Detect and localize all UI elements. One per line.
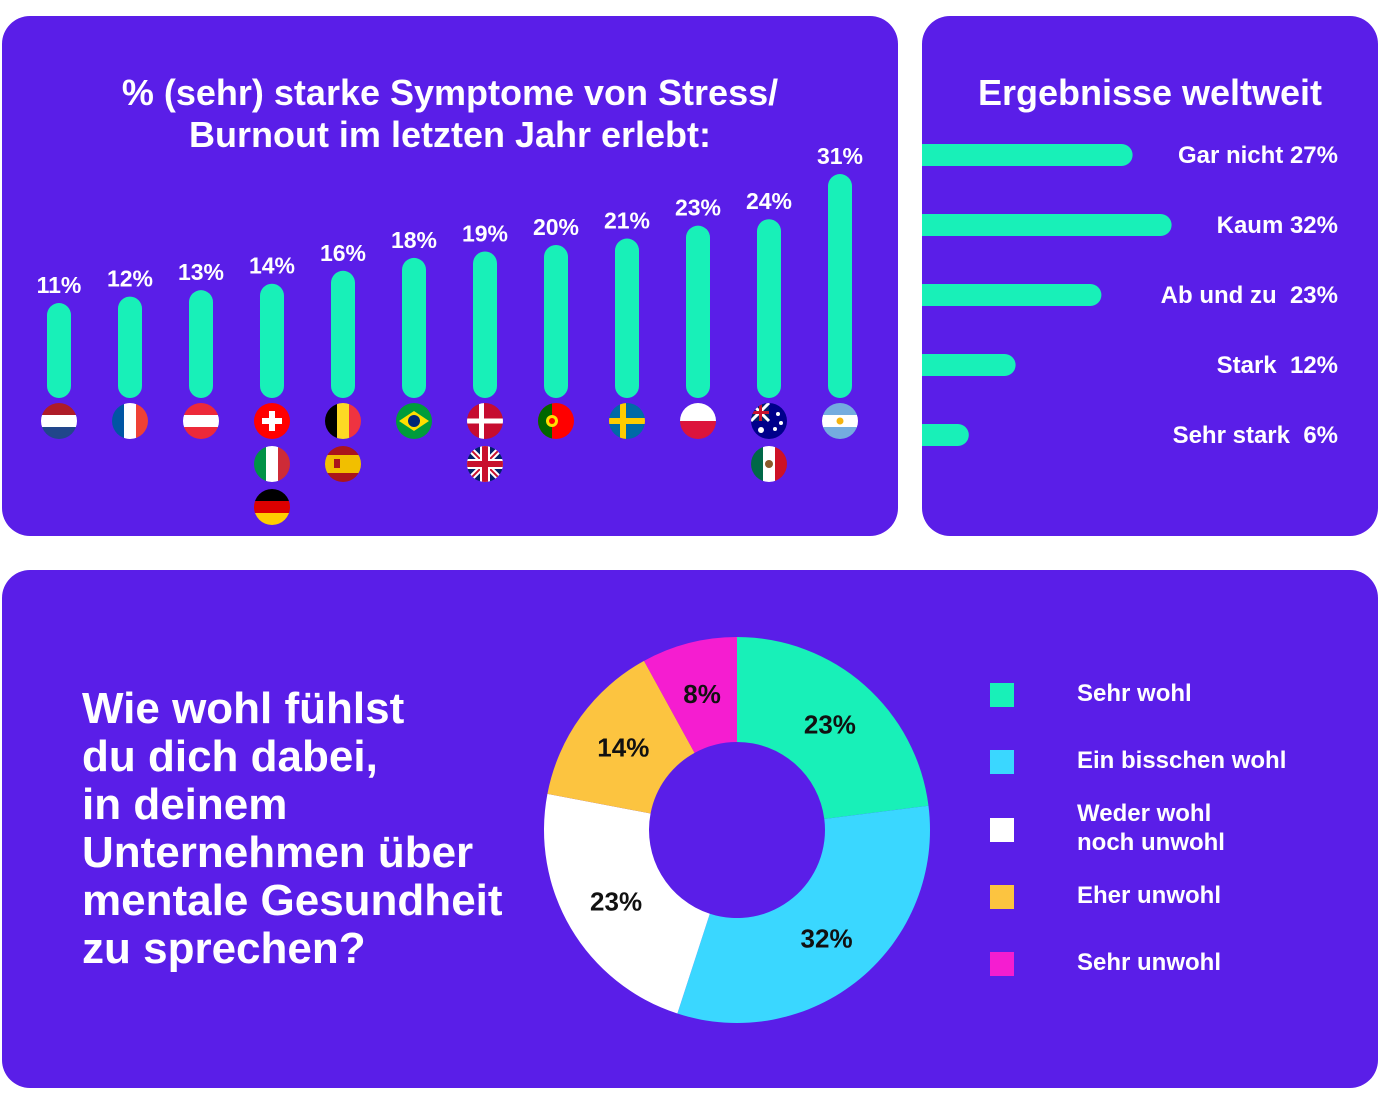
donut-slice — [677, 805, 931, 1023]
donut-slice — [544, 793, 710, 1014]
country-bar-value-label: 19% — [462, 220, 508, 246]
legend-label-eher-unwohl: Eher unwohl — [1077, 881, 1221, 910]
legend-swatch-sehr-wohl — [990, 683, 1014, 707]
italy-flag — [254, 446, 290, 482]
legend-label-line: Sehr unwohl — [1077, 949, 1221, 976]
country-chart-panel: % (sehr) starke Symptome von Stress/ Bur… — [2, 16, 898, 536]
country-bar-value-label: 20% — [533, 214, 579, 240]
legend-label-sehr-unwohl: Sehr unwohl — [1077, 948, 1221, 977]
donut-slice-label: 23% — [804, 710, 856, 740]
question-line: Wie wohl fühlst — [82, 684, 405, 733]
legend-label-weder-wohl: Weder wohl noch unwohl — [1077, 799, 1225, 857]
legend-label-line: Ein bisschen wohl — [1077, 747, 1287, 774]
country-bar-value-label: 16% — [320, 240, 366, 266]
question-line: in deinem — [82, 780, 288, 829]
argentina-flag — [822, 403, 858, 439]
country-bar-value-label: 13% — [178, 259, 224, 285]
brazil-flag — [396, 403, 432, 439]
uk-flag — [467, 446, 503, 482]
country-bar-value-label: 23% — [675, 195, 721, 221]
country-bar-value-label: 18% — [391, 227, 437, 253]
donut-panel: Wie wohl fühlst du dich dabei, in deinem… — [2, 570, 1378, 1088]
poland-flag — [680, 403, 716, 439]
austria-flag — [183, 403, 219, 439]
donut-slice — [737, 637, 929, 819]
world-bar-chart: Gar nicht 27% Kaum 32% Ab und zu 23% Stark … — [922, 142, 1338, 449]
donut-slice-label: 23% — [590, 887, 642, 917]
legend-label-line: noch unwohl — [1077, 829, 1225, 856]
switzerland-flag — [254, 403, 290, 439]
country-bar-chart: 11% 12% 13% 14% 16% 18% 19% 20% 21% 23% 24% 31% — [37, 143, 863, 525]
legend-swatch-eher-unwohl — [990, 885, 1014, 909]
germany-flag — [254, 489, 290, 525]
legend-swatch-sehr-unwohl — [990, 952, 1014, 976]
spain-flag — [325, 446, 361, 482]
question-line: du dich dabei, — [82, 732, 378, 781]
world-bar-label: Sehr stark 6% — [1173, 422, 1338, 449]
donut-chart: 23% 32% 23% 14% 8% — [544, 637, 931, 1023]
france-flag — [112, 403, 148, 439]
donut-slice-label: 14% — [597, 732, 649, 762]
world-bar-label: Stark 12% — [1217, 352, 1338, 379]
country-chart-title: % (sehr) starke Symptome von Stress/ Bur… — [2, 72, 898, 156]
question-line: zu sprechen? — [82, 924, 366, 973]
legend-label-line: Eher unwohl — [1077, 882, 1221, 909]
country-bar-value-label: 12% — [107, 266, 153, 292]
question-line: Unternehmen über — [82, 828, 474, 877]
country-bar-value-label: 24% — [746, 188, 792, 214]
legend-label-sehr-wohl: Sehr wohl — [1077, 679, 1192, 708]
portugal-flag — [538, 403, 574, 439]
country-bar-value-label: 31% — [817, 143, 863, 169]
legend-label-ein-bisschen-wohl: Ein bisschen wohl — [1077, 746, 1286, 775]
world-chart-panel: Ergebnisse weltweit Gar nicht 27% Kaum 32… — [922, 16, 1378, 536]
legend-swatch-ein-bisschen-wohl — [990, 750, 1014, 774]
netherlands-flag — [41, 403, 77, 439]
country-bar-value-label: 14% — [249, 253, 295, 279]
country-chart-title-line-2: Burnout im letzten Jahr erlebt: — [188, 114, 712, 155]
world-bar-label: Gar nicht 27% — [1178, 142, 1338, 169]
country-bar-value-label: 11% — [37, 272, 82, 298]
world-bar-label: Ab und zu 23% — [1161, 282, 1338, 309]
sweden-flag — [609, 403, 645, 439]
mexico-flag — [751, 446, 787, 482]
legend-label-line: Sehr wohl — [1077, 680, 1192, 707]
country-chart-title-line-1: % (sehr) starke Symptome von Stress/ — [121, 72, 779, 113]
donut-slice — [547, 660, 695, 814]
donut-slice-label: 8% — [683, 679, 721, 709]
denmark-flag — [467, 403, 503, 439]
question-text: Wie wohl fühlst du dich dabei, in deinem… — [82, 685, 503, 973]
world-bar-label: Kaum 32% — [1217, 212, 1338, 239]
legend-swatch-weder-wohl — [990, 818, 1014, 842]
question-line: mentale Gesundheit — [82, 876, 503, 925]
donut-slice — [644, 637, 737, 753]
donut-slice-label: 32% — [801, 923, 853, 953]
belgium-flag — [325, 403, 361, 439]
world-chart-title: Ergebnisse weltweit — [977, 72, 1323, 113]
australia-flag — [751, 403, 787, 439]
legend-label-line: Weder wohl — [1077, 800, 1212, 827]
country-bar-value-label: 21% — [604, 208, 650, 234]
